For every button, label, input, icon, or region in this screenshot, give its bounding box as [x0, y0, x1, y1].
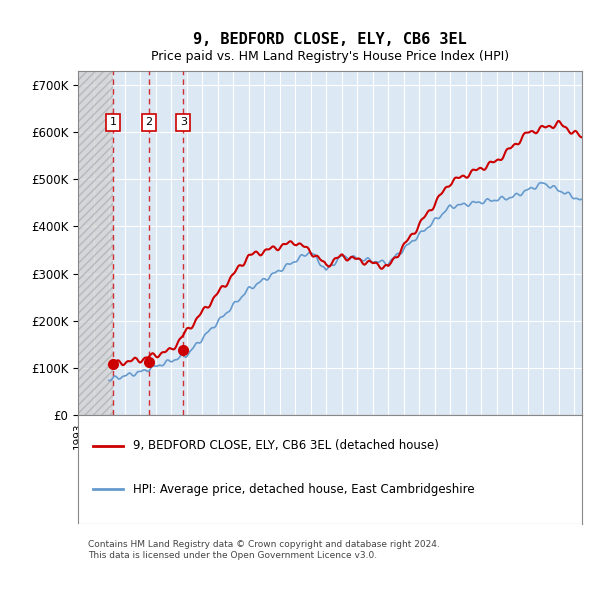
Text: Price paid vs. HM Land Registry's House Price Index (HPI): Price paid vs. HM Land Registry's House … — [151, 50, 509, 63]
Text: 1: 1 — [109, 117, 116, 127]
Text: HPI: Average price, detached house, East Cambridgeshire: HPI: Average price, detached house, East… — [133, 483, 475, 496]
Text: 3: 3 — [180, 117, 187, 127]
Text: 9, BEDFORD CLOSE, ELY, CB6 3EL: 9, BEDFORD CLOSE, ELY, CB6 3EL — [193, 32, 467, 47]
Text: 2: 2 — [146, 117, 152, 127]
Text: Contains HM Land Registry data © Crown copyright and database right 2024.
This d: Contains HM Land Registry data © Crown c… — [88, 540, 440, 559]
Bar — [78, 71, 113, 415]
Text: 9, BEDFORD CLOSE, ELY, CB6 3EL (detached house): 9, BEDFORD CLOSE, ELY, CB6 3EL (detached… — [133, 439, 439, 452]
